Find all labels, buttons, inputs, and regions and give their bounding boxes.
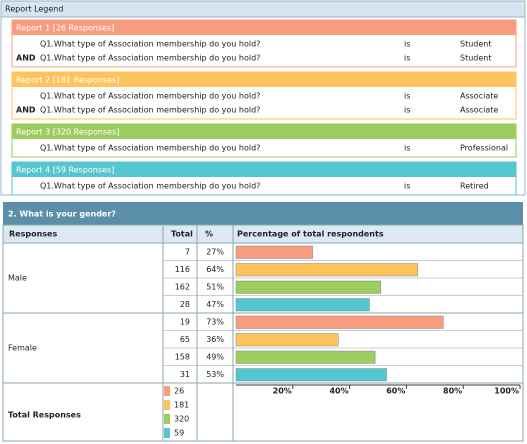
tick-label: 100% bbox=[494, 387, 519, 396]
legend-title: Report Legend bbox=[5, 5, 63, 14]
condition-answer: Student bbox=[460, 40, 492, 49]
condition-operator: is bbox=[404, 40, 410, 49]
total-value: 59 bbox=[174, 429, 184, 438]
row-percent: 47% bbox=[206, 300, 224, 309]
row-total: 19 bbox=[180, 317, 190, 326]
column-header: Percentage of total respondents bbox=[237, 230, 384, 239]
percent-bar bbox=[235, 315, 444, 329]
condition-answer: Associate bbox=[460, 106, 498, 115]
report-header bbox=[12, 72, 516, 87]
row-total: 116 bbox=[175, 265, 190, 274]
totals-label: Total Responses bbox=[8, 411, 81, 420]
table-title-bar bbox=[3, 202, 523, 225]
condition-operator: is bbox=[404, 182, 410, 191]
condition-connector: AND bbox=[16, 106, 36, 115]
column-header: Responses bbox=[9, 230, 57, 239]
condition-question: Q1.What type of Association membership d… bbox=[40, 92, 260, 101]
condition-operator: is bbox=[404, 144, 410, 153]
condition-operator: is bbox=[404, 106, 410, 115]
tick-label: 60% bbox=[386, 387, 405, 396]
total-swatch bbox=[164, 414, 170, 424]
tick-label: 20% bbox=[273, 387, 292, 396]
tick-label: 80% bbox=[443, 387, 462, 396]
condition-question: Q1.What type of Association membership d… bbox=[40, 106, 260, 115]
report-header bbox=[12, 124, 516, 139]
total-value: 181 bbox=[174, 401, 189, 410]
total-value: 26 bbox=[174, 387, 184, 396]
percent-bar bbox=[235, 350, 376, 364]
row-percent: 27% bbox=[206, 247, 224, 256]
report-header bbox=[12, 20, 516, 35]
report-header bbox=[12, 162, 516, 177]
percent-bar bbox=[235, 368, 387, 382]
row-percent: 53% bbox=[206, 370, 224, 379]
row-percent: 36% bbox=[206, 335, 224, 344]
percent-bar bbox=[235, 298, 370, 312]
condition-operator: is bbox=[404, 54, 410, 63]
condition-answer: Associate bbox=[460, 92, 498, 101]
percent-bar bbox=[235, 263, 419, 277]
row-total: 7 bbox=[185, 247, 190, 256]
tick-label: 40% bbox=[329, 387, 348, 396]
total-swatch bbox=[164, 400, 170, 410]
report-label: Report 1 [26 Responses] bbox=[16, 24, 114, 33]
percent-bar bbox=[235, 333, 339, 347]
totals-cell bbox=[2, 382, 524, 442]
row-percent: 64% bbox=[206, 265, 224, 274]
condition-question: Q1.What type of Association membership d… bbox=[40, 40, 260, 49]
total-value: 320 bbox=[174, 415, 189, 424]
row-total: 162 bbox=[175, 282, 190, 291]
row-total: 158 bbox=[175, 352, 190, 361]
row-total: 28 bbox=[180, 300, 190, 309]
percent-bar bbox=[235, 280, 382, 294]
column-header: % bbox=[205, 230, 213, 239]
total-swatch bbox=[164, 428, 170, 438]
row-total: 65 bbox=[180, 335, 190, 344]
percent-bar bbox=[235, 245, 313, 259]
group-label: Male bbox=[8, 274, 27, 283]
legend-header bbox=[0, 0, 526, 18]
row-percent: 73% bbox=[206, 317, 224, 326]
condition-answer: Professional bbox=[460, 144, 508, 153]
condition-connector: AND bbox=[16, 54, 36, 63]
row-total: 31 bbox=[180, 370, 190, 379]
condition-question: Q1.What type of Association membership d… bbox=[40, 54, 260, 63]
condition-answer: Student bbox=[460, 54, 492, 63]
total-swatch bbox=[164, 386, 170, 396]
condition-answer: Retired bbox=[460, 182, 489, 191]
row-percent: 49% bbox=[206, 352, 224, 361]
report-label: Report 3 [320 Responses] bbox=[16, 128, 119, 137]
row-percent: 51% bbox=[206, 282, 224, 291]
condition-question: Q1.What type of Association membership d… bbox=[40, 182, 260, 191]
column-header: Total bbox=[171, 230, 193, 239]
report-label: Report 4 [59 Responses] bbox=[16, 166, 114, 175]
report-label: Report 2 [181 Responses] bbox=[16, 76, 119, 85]
condition-operator: is bbox=[404, 92, 410, 101]
condition-question: Q1.What type of Association membership d… bbox=[40, 144, 260, 153]
table-title: 2. What is your gender? bbox=[8, 210, 116, 219]
group-label: Female bbox=[8, 344, 37, 353]
